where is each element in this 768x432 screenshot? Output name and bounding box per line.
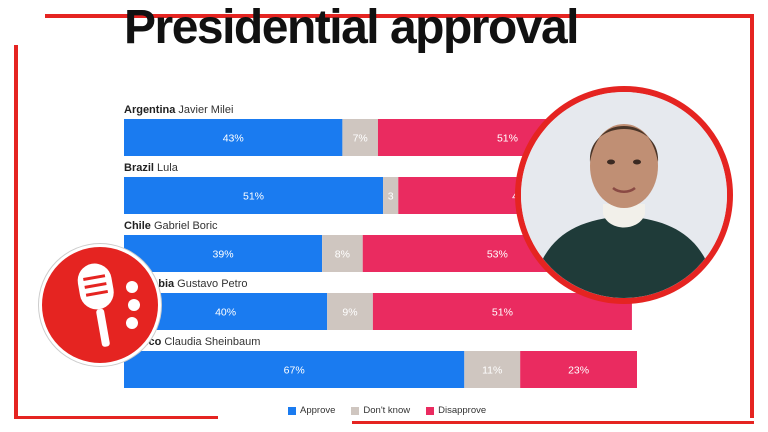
frame-left-line — [14, 45, 18, 417]
microphone-icon — [77, 263, 140, 347]
bar-brazil-approve — [124, 177, 384, 214]
frame-top-line — [45, 14, 751, 18]
leader-name-chile: Gabriel Boric — [154, 220, 218, 232]
row-label-chile: Chile Gabriel Boric — [124, 220, 218, 232]
row-label-brazil: Brazil Lula — [124, 162, 179, 174]
country-name-chile: Chile — [124, 220, 154, 232]
leader-name-mexico: Claudia Sheinbaum — [164, 336, 260, 348]
podcast-mic-badge — [39, 244, 161, 366]
bar-value-argentina-approve: 43% — [223, 133, 244, 145]
bar-value-argentina-dont-know: 7% — [353, 133, 368, 145]
legend-item-approve: Approve — [288, 405, 335, 416]
bar-mexico-disapprove — [520, 351, 637, 388]
person-portrait-icon — [521, 92, 727, 298]
leader-name-argentina: Javier Milei — [178, 104, 233, 116]
bar-value-colombia-approve: 40% — [215, 307, 236, 319]
bar-value-brazil-approve: 51% — [243, 191, 264, 203]
bar-value-chile-approve: 39% — [213, 249, 234, 261]
bar-value-colombia-disapprove: 51% — [492, 307, 513, 319]
chart-title: Presidential approval — [124, 1, 580, 54]
bar-brazil-dont-know — [383, 177, 399, 214]
legend-swatch-disapprove — [426, 406, 435, 415]
bar-value-argentina-disapprove: 51% — [497, 133, 518, 145]
leader-name-brazil: Lula — [157, 162, 179, 174]
legend-label-dont-know: Don't know — [363, 405, 411, 416]
bar-chile-dont-know — [322, 235, 363, 272]
legend-swatch-approve — [288, 406, 296, 415]
legend-label-disapprove: Disapprove — [438, 405, 487, 416]
country-name-brazil: Brazil — [124, 162, 157, 174]
frame-bottom-left-line — [14, 416, 218, 419]
legend-label-approve: Approve — [300, 405, 336, 416]
bar-argentina-approve — [124, 119, 343, 156]
bar-mexico-dont-know — [464, 351, 521, 388]
bar-argentina-dont-know — [342, 119, 378, 156]
bar-value-colombia-dont-know: 9% — [342, 307, 357, 319]
frame-right-line — [750, 14, 754, 418]
bar-colombia-disapprove — [372, 293, 632, 330]
bar-value-chile-disapprove: 53% — [487, 249, 508, 261]
legend-swatch-dont-know — [351, 406, 360, 415]
bar-mexico-approve — [124, 351, 465, 388]
legend-item-disapprove: Disapprove — [426, 405, 486, 416]
bar-value-mexico-disapprove: 23% — [568, 365, 589, 377]
portrait-photo — [515, 86, 733, 304]
bar-colombia-dont-know — [327, 293, 373, 330]
bar-value-chile-dont-know: 8% — [335, 249, 350, 261]
legend-item-dont-know: Don't know — [351, 405, 410, 416]
chart-legend: Approve Don't know Disapprove — [288, 405, 486, 416]
country-name-argentina: Argentina — [124, 104, 178, 116]
frame-bottom-right-line — [352, 421, 754, 424]
bar-value-mexico-dont-know: 11% — [482, 365, 502, 377]
bar-value-mexico-approve: 67% — [284, 365, 305, 377]
bar-value-brazil-dont-know: 3 — [388, 191, 394, 203]
row-label-argentina: Argentina Javier Milei — [124, 104, 233, 116]
bar-chile-approve — [124, 235, 323, 272]
leader-name-colombia: Gustavo Petro — [177, 278, 247, 290]
